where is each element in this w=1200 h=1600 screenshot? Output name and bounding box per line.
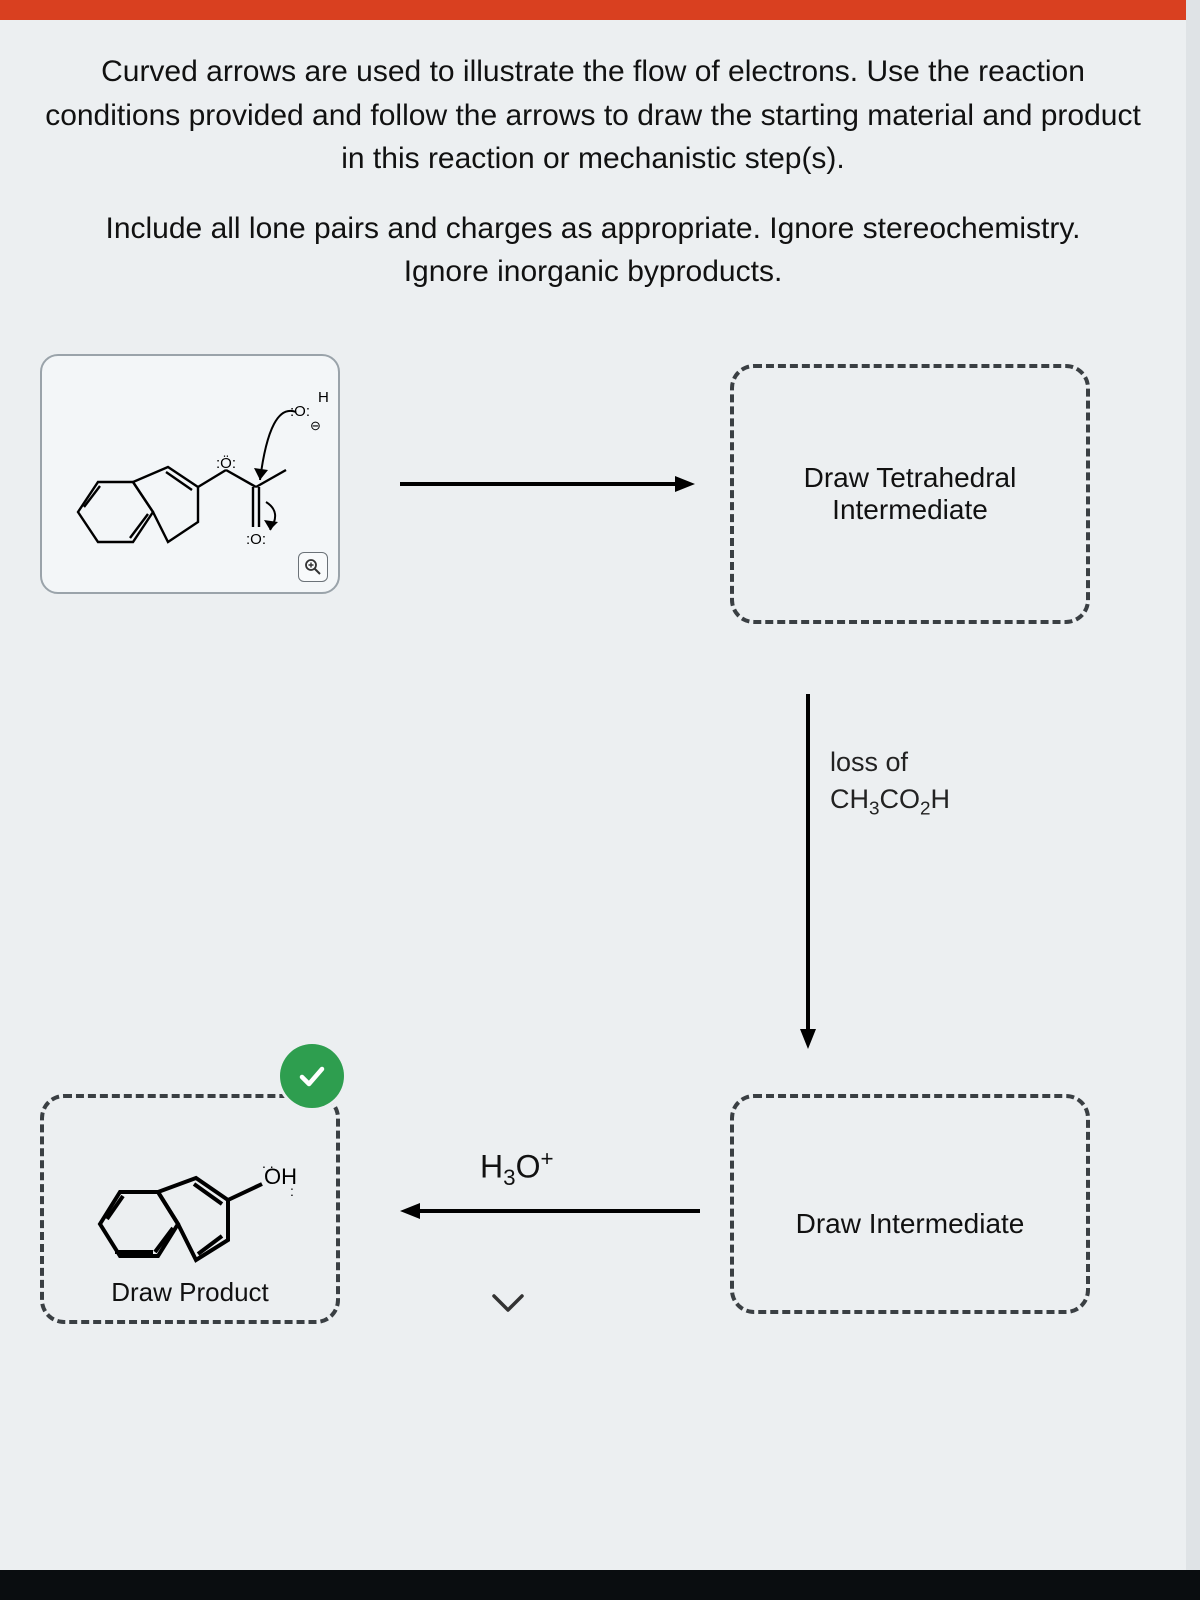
chevron-down-icon[interactable]	[488, 1290, 528, 1318]
loss-line2: CH3CO2H	[830, 784, 950, 814]
starting-material-structure: :Ö: :O: :O: H ⊖	[48, 362, 336, 590]
svg-text::O:: :O:	[246, 531, 266, 548]
question-page: Curved arrows are used to illustrate the…	[0, 20, 1186, 1570]
tetrahedral-label: Draw TetrahedralIntermediate	[804, 462, 1017, 526]
svg-text:H: H	[318, 389, 329, 406]
bottom-bezel	[0, 1570, 1200, 1600]
magnifier-icon	[304, 558, 322, 576]
svg-text:. .: . .	[262, 1155, 274, 1171]
instructions-para-2: Include all lone pairs and charges as ap…	[30, 207, 1156, 294]
product-box[interactable]: OH . . : Draw Product	[40, 1094, 340, 1324]
starting-material-box[interactable]: :Ö: :O: :O: H ⊖	[40, 354, 340, 594]
svg-text:⊖: ⊖	[310, 418, 321, 433]
svg-text::Ö:: :Ö:	[216, 454, 236, 472]
reaction-arrow-2	[400, 1196, 700, 1226]
tetrahedral-intermediate-box[interactable]: Draw TetrahedralIntermediate	[730, 364, 1090, 624]
scrollbar-track[interactable]	[1186, 0, 1200, 1600]
svg-text::O:: :O:	[290, 403, 310, 420]
svg-text::: :	[290, 1183, 294, 1199]
zoom-button[interactable]	[298, 552, 328, 582]
loss-line1: loss of	[830, 747, 908, 777]
instructions-para-1: Curved arrows are used to illustrate the…	[30, 50, 1156, 181]
intermediate-label: Draw Intermediate	[796, 1208, 1025, 1240]
loss-step-label: loss of CH3CO2H	[830, 744, 950, 824]
intermediate-box[interactable]: Draw Intermediate	[730, 1094, 1090, 1314]
reaction-arrow-1	[400, 469, 700, 499]
product-label: Draw Product	[44, 1277, 336, 1308]
product-structure: OH . . :	[70, 1144, 310, 1284]
reaction-canvas: :Ö: :O: :O: H ⊖	[30, 354, 1156, 1334]
correct-badge	[280, 1044, 344, 1108]
reaction-arrow-down	[788, 694, 828, 1054]
window-top-accent	[0, 0, 1186, 20]
check-icon	[294, 1058, 330, 1094]
reagent-label: H3O+	[480, 1146, 554, 1191]
